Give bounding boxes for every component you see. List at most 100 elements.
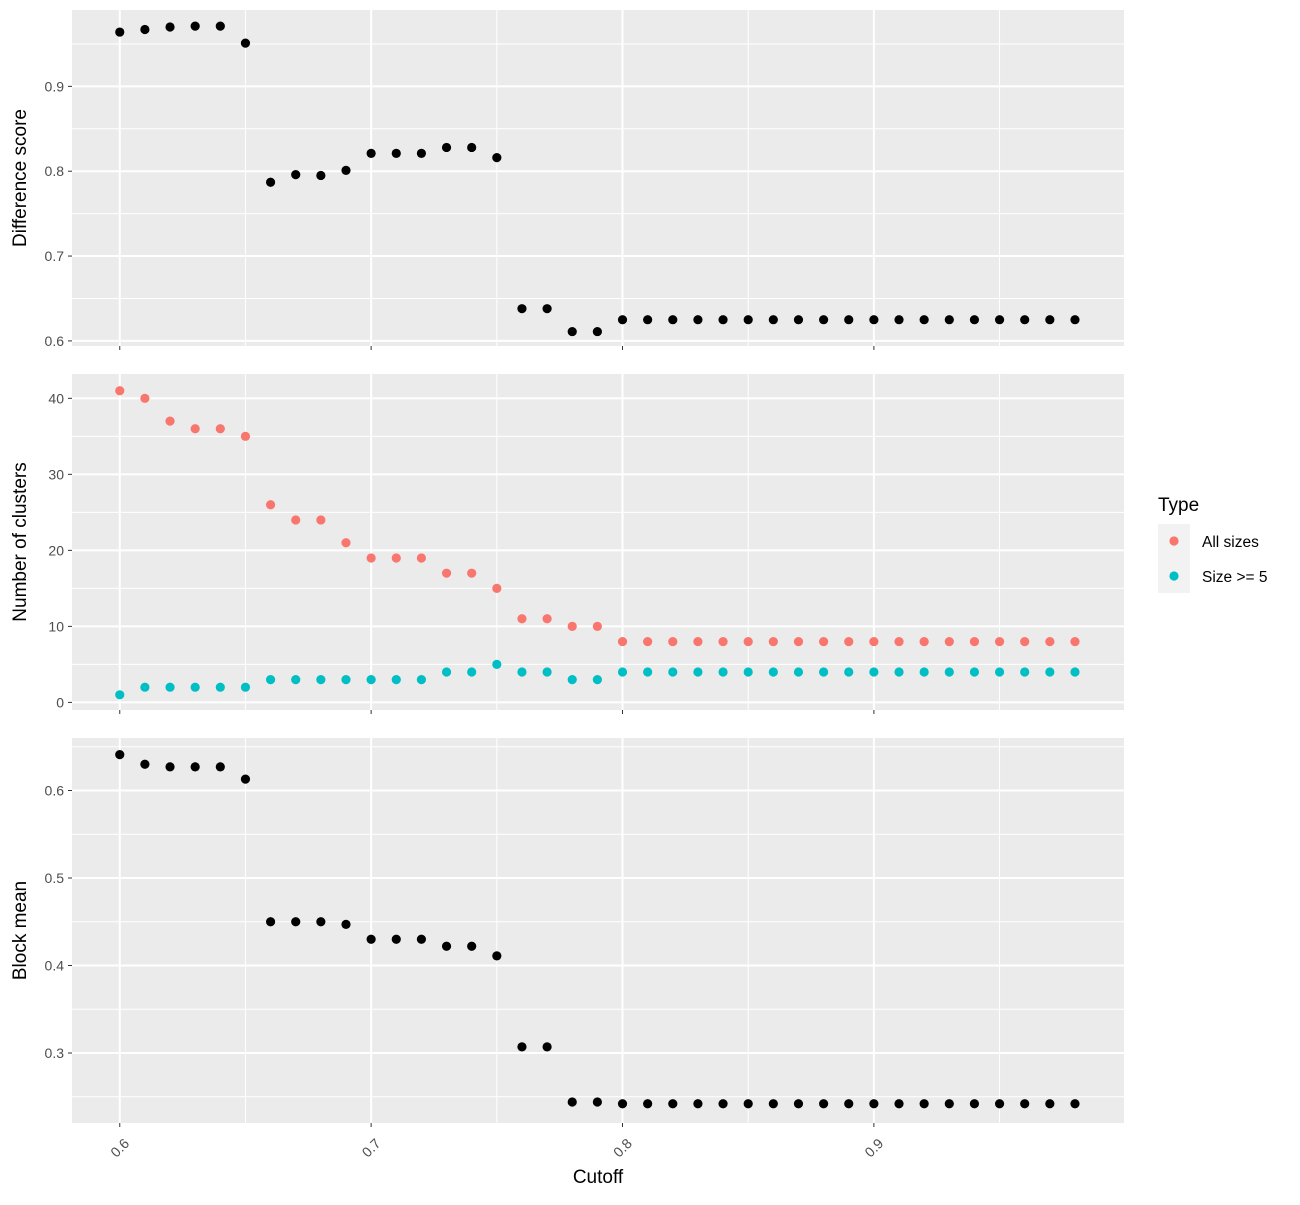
y-tick-label: 0.9 xyxy=(45,78,65,94)
data-point xyxy=(366,553,376,563)
legend-key-background xyxy=(1158,524,1190,593)
data-point xyxy=(467,667,477,677)
data-point xyxy=(140,393,150,403)
data-point xyxy=(944,636,954,647)
data-point xyxy=(391,553,401,563)
data-point xyxy=(215,21,225,31)
data-point xyxy=(969,1099,980,1109)
legend-label-all-sizes: All sizes xyxy=(1202,534,1259,551)
data-point xyxy=(391,934,401,944)
data-point xyxy=(115,386,125,396)
panel-background xyxy=(72,738,1124,1123)
y-tick-label: 0.6 xyxy=(45,333,65,349)
data-point xyxy=(115,750,125,760)
data-point xyxy=(1045,315,1055,325)
data-point xyxy=(994,667,1005,677)
data-point xyxy=(391,148,401,158)
data-point xyxy=(643,667,653,677)
data-point xyxy=(793,315,804,325)
data-point xyxy=(240,431,251,441)
data-point xyxy=(643,315,653,325)
data-point xyxy=(165,416,175,426)
data-point xyxy=(517,304,527,314)
data-point xyxy=(441,142,452,153)
data-point xyxy=(441,667,452,677)
data-point xyxy=(743,1099,753,1109)
data-point xyxy=(844,667,854,677)
data-point xyxy=(668,1099,678,1109)
data-point xyxy=(617,315,628,325)
data-point xyxy=(517,614,527,624)
data-point xyxy=(341,919,351,929)
data-point xyxy=(190,682,200,692)
data-point xyxy=(718,636,728,647)
data-point xyxy=(1020,667,1030,677)
series-all-sizes xyxy=(115,386,1080,647)
data-point xyxy=(919,315,929,325)
data-point xyxy=(366,148,376,158)
data-point xyxy=(291,515,301,525)
data-point xyxy=(316,515,326,525)
data-point xyxy=(1020,636,1030,647)
data-point xyxy=(140,759,150,769)
y-tick-label: 0.8 xyxy=(45,163,65,179)
data-point xyxy=(743,636,753,647)
data-point xyxy=(643,636,653,647)
legend-key-all-sizes xyxy=(1169,536,1179,546)
data-point xyxy=(894,1099,904,1109)
data-point xyxy=(567,326,577,337)
data-point xyxy=(517,1042,527,1052)
legend: Type All sizes Size >= 5 xyxy=(1158,495,1268,593)
data-point xyxy=(592,1097,602,1107)
data-point xyxy=(718,1099,728,1109)
data-point xyxy=(1045,1099,1055,1109)
data-point xyxy=(467,941,477,951)
data-point xyxy=(316,674,326,685)
data-point xyxy=(819,667,829,677)
series-points-0 xyxy=(115,21,1080,337)
data-point xyxy=(1070,1099,1080,1109)
x-tick-label: 0.9 xyxy=(861,1135,886,1160)
data-point xyxy=(1045,636,1055,647)
data-point xyxy=(844,315,854,325)
data-point xyxy=(165,762,175,772)
data-point xyxy=(115,690,125,700)
data-point xyxy=(592,674,602,685)
data-point xyxy=(190,424,200,434)
data-point xyxy=(265,177,276,187)
data-point xyxy=(316,170,326,181)
data-point xyxy=(165,682,175,692)
data-point xyxy=(768,636,778,647)
data-point xyxy=(416,553,427,563)
y-tick-label: 0.7 xyxy=(45,248,65,264)
data-point xyxy=(969,667,980,677)
data-point xyxy=(567,1097,577,1107)
data-point xyxy=(668,667,678,677)
data-point xyxy=(140,24,150,35)
data-point xyxy=(467,142,477,153)
panel-block-mean: 0.3 0.4 0.5 0.6 Block mean xyxy=(10,738,1124,1127)
data-point xyxy=(944,1099,954,1109)
data-point xyxy=(894,315,904,325)
data-point xyxy=(366,674,376,685)
data-point xyxy=(869,1099,879,1109)
y-axis-title-block-mean: Block mean xyxy=(10,881,31,980)
data-point xyxy=(517,667,527,677)
data-point xyxy=(743,315,753,325)
data-point xyxy=(718,667,728,677)
data-point xyxy=(265,500,276,510)
legend-key-size-ge-5 xyxy=(1169,571,1179,581)
data-point xyxy=(1020,1099,1030,1109)
panel-background xyxy=(72,374,1124,710)
data-point xyxy=(240,774,251,784)
data-point xyxy=(492,659,502,669)
data-point xyxy=(693,1099,703,1109)
data-point xyxy=(416,674,427,685)
data-point xyxy=(1070,315,1080,325)
data-point xyxy=(617,636,628,647)
data-point xyxy=(441,568,452,578)
data-point xyxy=(768,1099,778,1109)
data-point xyxy=(743,667,753,677)
data-point xyxy=(819,636,829,647)
data-point xyxy=(693,315,703,325)
